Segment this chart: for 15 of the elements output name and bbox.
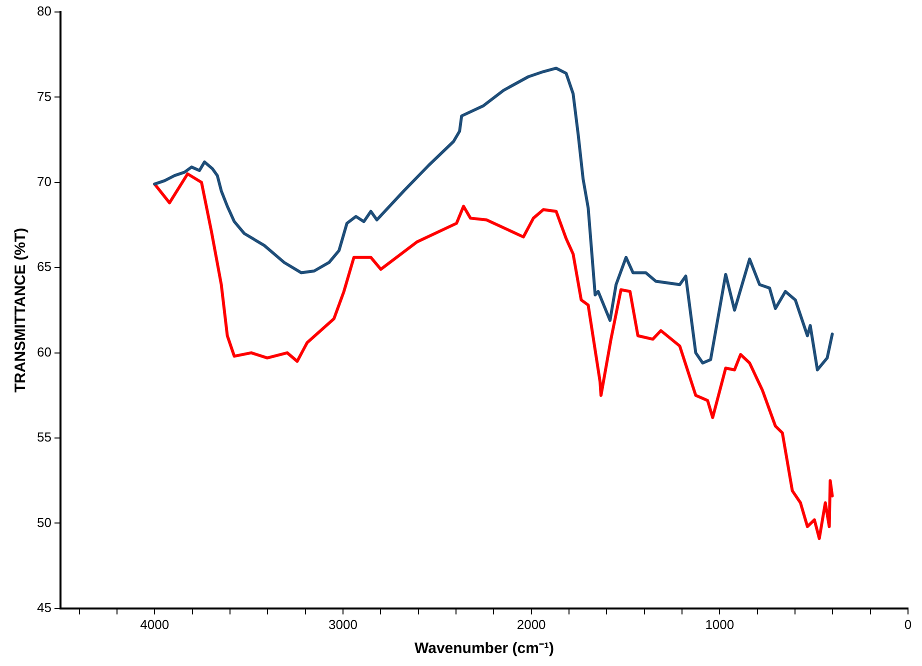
y-axis-title: TRANSMITTANCE (%T) <box>12 228 30 393</box>
y-tick-label: 45 <box>36 600 52 615</box>
y-tick-label: 50 <box>36 514 52 530</box>
y-tick-label: 70 <box>36 174 52 189</box>
x-tick-label: 4000 <box>140 616 170 632</box>
x-tick-label: 2000 <box>516 616 546 632</box>
y-tick-label: 75 <box>36 88 52 104</box>
x-tick-label: 3000 <box>328 616 358 632</box>
y-tick-label: 55 <box>36 430 52 445</box>
y-tick-label: 80 <box>36 4 52 19</box>
x-tick-label: 1000 <box>705 616 734 632</box>
y-tick-label: 65 <box>36 259 52 274</box>
x-axis-title: Wavenumber (cm⁻¹) <box>414 640 554 658</box>
y-tick-label: 60 <box>36 344 52 360</box>
x-tick-label: 0 <box>904 616 912 632</box>
